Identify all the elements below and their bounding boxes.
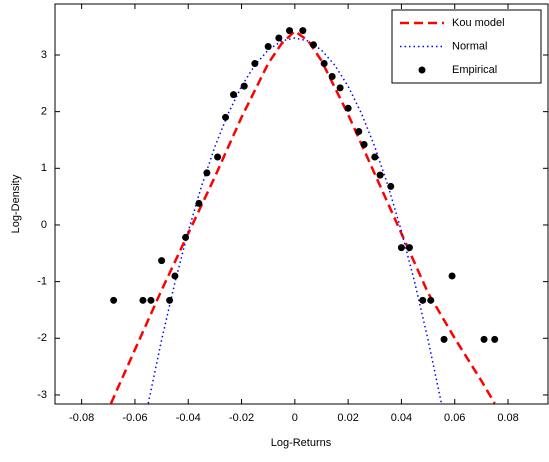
data-point — [336, 84, 344, 92]
data-point — [166, 296, 174, 304]
data-point — [182, 233, 190, 241]
data-point — [110, 296, 118, 304]
x-tick-label: 0.06 — [444, 412, 465, 424]
data-point — [222, 113, 230, 121]
x-tick-label: -0.06 — [122, 412, 147, 424]
legend-marker — [418, 66, 426, 74]
x-axis-label: Log-Returns — [271, 437, 332, 449]
y-tick-label: -3 — [37, 389, 47, 401]
data-point — [320, 59, 328, 67]
legend-label: Normal — [452, 40, 487, 52]
data-point — [251, 59, 259, 67]
data-point — [158, 257, 166, 265]
data-point — [139, 296, 147, 304]
data-point — [344, 104, 352, 112]
data-point — [376, 171, 384, 179]
legend-label: Kou model — [452, 17, 505, 29]
data-point — [387, 182, 395, 190]
data-point — [360, 141, 368, 149]
y-tick-label: 0 — [41, 219, 47, 231]
data-point — [328, 73, 336, 81]
data-point — [440, 335, 448, 343]
data-point — [427, 296, 435, 304]
y-tick-label: 1 — [41, 162, 47, 174]
data-point — [480, 335, 488, 343]
x-tick-label: -0.02 — [229, 412, 254, 424]
data-point — [195, 199, 203, 207]
y-tick-label: 2 — [41, 106, 47, 118]
axes-box — [54, 3, 549, 405]
y-tick-label: 3 — [41, 49, 47, 61]
data-point — [299, 27, 307, 35]
data-point — [203, 169, 211, 177]
y-tick-label: -2 — [37, 332, 47, 344]
y-tick-label: -1 — [37, 276, 47, 288]
legend-label: Empirical — [452, 64, 497, 76]
data-point — [171, 272, 179, 280]
data-point — [147, 296, 155, 304]
data-point — [230, 91, 238, 99]
x-tick-label: 0.02 — [337, 412, 358, 424]
y-axis-label: Log-Density — [10, 174, 22, 233]
data-point — [448, 272, 456, 280]
plot-area — [109, 27, 499, 404]
data-point — [214, 153, 222, 161]
data-point — [371, 153, 379, 161]
data-point — [286, 27, 294, 35]
x-tick-label: 0.04 — [391, 412, 412, 424]
data-point — [309, 41, 317, 49]
x-tick-label: -0.04 — [176, 412, 201, 424]
data-point — [264, 42, 272, 50]
x-tick-label: -0.08 — [69, 412, 94, 424]
data-point — [240, 82, 248, 90]
data-point — [397, 244, 405, 252]
data-point — [491, 335, 499, 343]
data-point — [275, 34, 283, 42]
x-tick-label: 0 — [292, 412, 298, 424]
data-point — [405, 244, 413, 252]
data-point — [355, 127, 363, 135]
x-tick-label: 0.08 — [497, 412, 518, 424]
data-point — [419, 296, 427, 304]
